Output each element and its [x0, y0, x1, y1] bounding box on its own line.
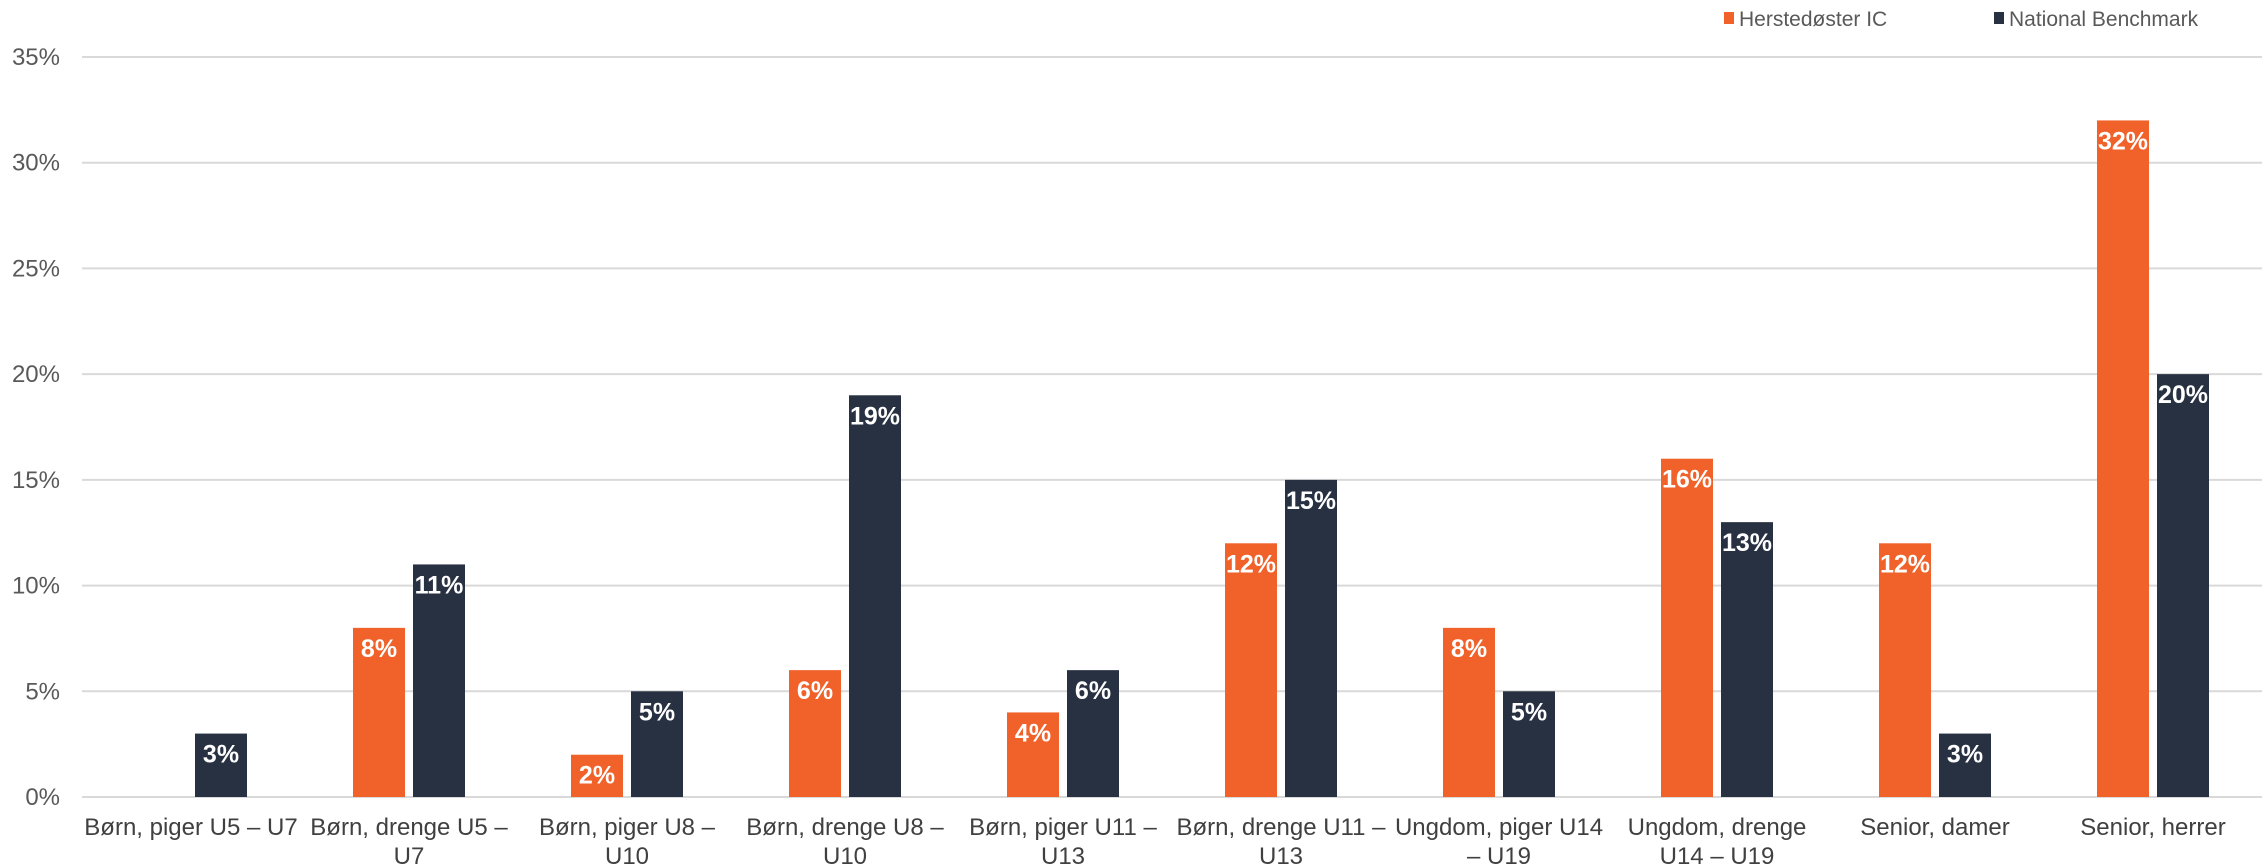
bar-national-benchmark-2 [631, 691, 683, 797]
legend-swatch [1994, 12, 2004, 24]
data-label: 3% [203, 741, 239, 769]
x-axis-category-labels: Børn, piger U5 – U7 Børn, drenge U5 – U7Bø… [84, 814, 2225, 867]
y-tick-label: 25% [12, 255, 60, 282]
data-label: 6% [797, 677, 833, 705]
category-label-line: Børn, drenge U11 – [1176, 814, 1386, 841]
data-label: 19% [850, 402, 900, 430]
data-label: 5% [1511, 698, 1547, 726]
bar-national-benchmark-8 [1939, 733, 1991, 797]
bar-national-benchmark-6 [1503, 691, 1555, 797]
bar-national-benchmark-3 [849, 395, 901, 797]
category-label-line: Børn, drenge U5 – [310, 814, 508, 841]
bar-hersted-ster-ic-7 [1661, 458, 1713, 797]
category-label-line: U7 [394, 843, 425, 867]
bar-national-benchmark-0 [195, 733, 247, 797]
data-label: 8% [1451, 635, 1487, 663]
data-label: 12% [1226, 550, 1276, 578]
y-tick-label: 35% [12, 44, 60, 71]
category-label: Ungdom, piger U14– U19 [1395, 814, 1603, 867]
y-tick-label: 15% [12, 467, 60, 494]
category-label-line: Senior, herrer [2080, 814, 2225, 841]
data-label: 4% [1015, 719, 1051, 747]
bar-hersted-ster-ic-4 [1007, 712, 1059, 797]
bar-hersted-ster-ic-2 [571, 754, 623, 797]
bar-hersted-ster-ic-8 [1879, 543, 1931, 797]
bar-hersted-ster-ic-3 [789, 670, 841, 797]
category-label: Ungdom, drenge U14 – U19 [1628, 814, 1807, 867]
bar-national-benchmark-9 [2157, 374, 2209, 797]
category-label-line: Ungdom, drenge [1628, 814, 1807, 841]
data-label: 12% [1880, 550, 1930, 578]
category-label: Børn, drenge U5 – U7 [310, 814, 508, 867]
category-label: Børn, drenge U8 – U10 [746, 814, 944, 867]
bar-national-benchmark-1 [413, 564, 465, 797]
bar-hersted-ster-ic-6 [1443, 627, 1495, 797]
category-label-line: Børn, piger U11 – [969, 814, 1157, 841]
legend-swatch [1724, 12, 1734, 24]
category-label-line: – U19 [1467, 843, 1531, 867]
data-label: 15% [1286, 487, 1336, 515]
data-label: 32% [2098, 127, 2148, 155]
category-label-line: Børn, piger U5 – U7 [84, 814, 297, 841]
bars [195, 120, 2209, 797]
category-label-line: U13 [1041, 843, 1085, 867]
data-label: 5% [639, 698, 675, 726]
bar-hersted-ster-ic-1 [353, 627, 405, 797]
data-labels: 3% 8% 11% 2% 5% 6% 19% 4% 6% 12% 15% 8% 5% 16% 13% 12% 3… [203, 127, 2208, 789]
y-tick-label: 0% [25, 784, 60, 811]
category-label: Børn, drenge U11 – U13 [1176, 814, 1386, 867]
category-label-line: U10 [605, 843, 649, 867]
bar-national-benchmark-5 [1285, 479, 1337, 797]
gridlines [82, 56, 2262, 798]
bar-national-benchmark-4 [1067, 670, 1119, 797]
legend-label: National Benchmark [2009, 8, 2199, 31]
data-label: 3% [1947, 741, 1983, 769]
category-label-line: Senior, damer [1860, 814, 2009, 841]
category-label-line: U14 – U19 [1660, 843, 1775, 867]
data-label: 6% [1075, 677, 1111, 705]
category-label-line: Ungdom, piger U14 [1395, 814, 1603, 841]
data-label: 16% [1662, 466, 1712, 494]
category-label-line: Børn, drenge U8 – [746, 814, 944, 841]
category-label: Senior, herrer [2080, 814, 2225, 841]
data-label: 20% [2158, 381, 2208, 409]
y-tick-label: 5% [25, 678, 60, 705]
legend-label: Herstedøster IC [1739, 8, 1887, 31]
category-label-line: Børn, piger U8 – [539, 814, 716, 841]
bar-national-benchmark-7 [1721, 522, 1773, 797]
y-tick-label: 30% [12, 150, 60, 177]
y-tick-label: 20% [12, 361, 60, 388]
legend: Herstedøster IC National Benchmark [1724, 8, 2199, 31]
data-label: 2% [579, 762, 615, 790]
category-label: Senior, damer [1860, 814, 2009, 841]
data-label: 11% [415, 571, 464, 599]
data-label: 8% [361, 635, 397, 663]
category-label: Børn, piger U5 – U7 [84, 814, 297, 841]
category-label-line: U10 [823, 843, 867, 867]
category-label: Børn, piger U11 – U13 [969, 814, 1157, 867]
bar-hersted-ster-ic-5 [1225, 543, 1277, 797]
y-tick-label: 10% [12, 573, 60, 600]
bar-hersted-ster-ic-9 [2097, 120, 2149, 797]
data-label: 13% [1722, 529, 1772, 557]
category-label-line: U13 [1259, 843, 1303, 867]
y-axis-tick-labels: 0% 5% 10% 15% 20% 25% 30% 35% [12, 44, 60, 811]
category-label: Børn, piger U8 – U10 [539, 814, 716, 867]
